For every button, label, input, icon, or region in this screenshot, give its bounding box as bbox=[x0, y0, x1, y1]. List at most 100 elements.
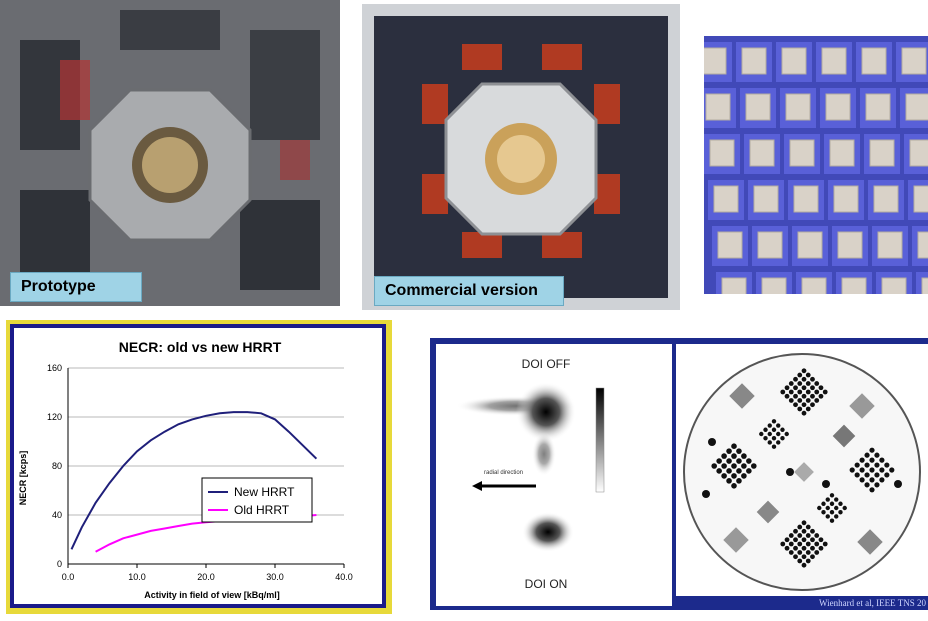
phantom-dot bbox=[801, 528, 807, 534]
phantom-dot bbox=[864, 462, 870, 468]
phantom-dot bbox=[767, 423, 772, 428]
phantom-dot bbox=[793, 376, 798, 382]
phantom-dot bbox=[788, 398, 794, 403]
phantom-dot bbox=[801, 520, 807, 526]
x-tick-label: 40.0 bbox=[335, 572, 353, 582]
phantom-dot bbox=[771, 444, 777, 449]
phantom-dot bbox=[793, 545, 798, 551]
legend-box bbox=[201, 477, 313, 523]
phantom-dot bbox=[834, 514, 839, 519]
phantom-dot bbox=[784, 545, 790, 551]
doi-blur-image: DOI OFF radial direction DOI ON bbox=[456, 357, 605, 591]
phantom-dot bbox=[797, 372, 803, 378]
phantom-dot bbox=[767, 431, 772, 437]
phantom-dot bbox=[780, 427, 785, 432]
x-axis-label: Activity in field of view [kBq/ml] bbox=[144, 590, 280, 600]
crystal-block bbox=[829, 139, 855, 167]
crystal-block bbox=[877, 231, 903, 259]
phantom-dot bbox=[825, 514, 830, 519]
phantom-dot bbox=[793, 554, 798, 560]
phantom-dot bbox=[726, 458, 732, 464]
phantom-dot bbox=[759, 431, 764, 437]
crystal-block bbox=[917, 231, 928, 259]
phantom-dot bbox=[829, 518, 835, 523]
doi-off-lower-tail bbox=[532, 432, 556, 476]
phantom-dot bbox=[814, 550, 820, 555]
phantom-dot bbox=[842, 505, 847, 511]
phantom-dot bbox=[797, 389, 803, 395]
phantom-dot bbox=[818, 393, 824, 399]
phantom-dot bbox=[805, 389, 811, 395]
phantom-dot bbox=[793, 393, 798, 399]
crystal-block bbox=[913, 185, 928, 213]
phantom-dot bbox=[825, 505, 830, 511]
phantom-dot bbox=[726, 468, 732, 474]
phantom-dot bbox=[726, 448, 732, 454]
legend-entry: Old HRRT bbox=[234, 503, 290, 517]
phantom-dot bbox=[731, 443, 737, 450]
phantom-dot bbox=[810, 545, 815, 551]
crystal-block bbox=[785, 93, 811, 121]
phantom-dot bbox=[793, 385, 798, 391]
phantom-dot bbox=[805, 406, 811, 412]
phantom-dot bbox=[797, 524, 803, 530]
phantom-dot bbox=[788, 541, 794, 547]
phantom-panel bbox=[676, 344, 928, 596]
crystal-block bbox=[825, 93, 851, 121]
phantom-dot bbox=[817, 505, 822, 511]
phantom-dot bbox=[793, 537, 798, 543]
legend-entry: New HRRT bbox=[234, 485, 295, 499]
phantom-dot bbox=[797, 550, 803, 555]
phantom-dot bbox=[801, 393, 807, 399]
phantom-dot bbox=[814, 381, 820, 386]
phantom-dot bbox=[874, 482, 880, 488]
phantom-dot bbox=[746, 458, 752, 464]
phantom-dot bbox=[859, 457, 865, 463]
phantom-dot bbox=[879, 467, 885, 473]
y-axis-label: NECR [kcps] bbox=[18, 451, 28, 506]
crystal-block bbox=[749, 139, 775, 167]
necr-chart: NECR: old vs new HRRT NECR [kcps] Activi… bbox=[6, 320, 392, 614]
crystal-block bbox=[881, 277, 907, 294]
crystal-block bbox=[753, 185, 779, 213]
phantom-dot bbox=[810, 385, 815, 391]
phantom-dot bbox=[736, 468, 742, 474]
phantom-dot bbox=[721, 453, 727, 459]
phantom-dot bbox=[788, 533, 794, 538]
doi-blur-panel: DOI OFF radial direction DOI ON bbox=[436, 344, 672, 606]
phantom-dot bbox=[814, 533, 820, 538]
crystal-block bbox=[704, 47, 727, 75]
crystal-block bbox=[793, 185, 819, 213]
phantom-dot bbox=[884, 462, 890, 468]
phantom-dot bbox=[864, 472, 870, 478]
phantom-dot bbox=[829, 501, 835, 506]
phantom-dot bbox=[818, 385, 824, 391]
phantom-dot bbox=[801, 562, 807, 568]
phantom-dot bbox=[869, 487, 875, 493]
radial-direction-label: radial direction bbox=[484, 470, 523, 476]
phantom-dot bbox=[776, 440, 781, 445]
phantom-dot bbox=[889, 467, 895, 473]
phantom-dot bbox=[716, 468, 722, 474]
x-tick-label: 0.0 bbox=[62, 572, 75, 582]
phantom-insert bbox=[729, 383, 755, 409]
phantom-dot bbox=[801, 402, 807, 408]
phantom-dot bbox=[859, 467, 865, 473]
crystal-block bbox=[713, 185, 739, 213]
phantom-dot bbox=[805, 398, 811, 403]
x-tick-label: 20.0 bbox=[197, 572, 215, 582]
chart-legend: New HRRT Old HRRT bbox=[201, 477, 313, 523]
phantom-dot bbox=[838, 501, 843, 506]
y-tick-label: 80 bbox=[52, 461, 62, 471]
y-tick-label: 120 bbox=[47, 412, 62, 422]
phantom-dot bbox=[763, 436, 768, 441]
phantom-marker bbox=[708, 438, 716, 446]
commercial-photo: Commercial version bbox=[362, 4, 680, 310]
crystal-block bbox=[901, 47, 927, 75]
phantom-dot bbox=[776, 423, 781, 428]
phantom-dot bbox=[801, 410, 807, 416]
crystal-grid-photo bbox=[704, 36, 928, 294]
y-tick-label: 160 bbox=[47, 363, 62, 373]
phantom-dot bbox=[874, 472, 880, 478]
phantom-dot bbox=[874, 462, 880, 468]
